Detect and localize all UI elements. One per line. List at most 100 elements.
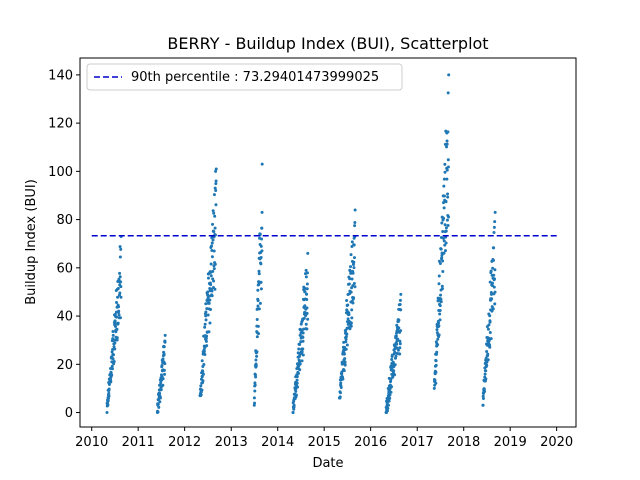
data-point xyxy=(443,223,447,227)
data-point xyxy=(257,307,261,311)
data-point xyxy=(436,343,440,347)
data-point xyxy=(295,378,299,382)
data-point xyxy=(398,298,402,302)
data-point xyxy=(254,364,258,368)
data-point xyxy=(445,168,449,172)
data-point xyxy=(204,337,208,341)
data-point xyxy=(488,320,492,324)
data-point xyxy=(437,321,441,325)
data-point xyxy=(305,327,309,331)
data-point xyxy=(349,324,353,328)
data-point xyxy=(343,363,347,367)
data-point xyxy=(203,322,207,326)
data-point xyxy=(118,271,122,275)
data-point xyxy=(158,391,162,395)
data-point xyxy=(259,287,263,291)
plot-area-frame xyxy=(79,57,577,428)
data-point xyxy=(107,391,111,395)
data-point xyxy=(442,206,446,210)
data-point xyxy=(163,340,167,344)
x-tick-label: 2016 xyxy=(354,435,387,450)
data-point xyxy=(353,220,357,224)
data-point xyxy=(398,342,402,346)
data-point xyxy=(444,241,448,245)
data-point xyxy=(349,290,353,294)
data-point xyxy=(303,290,307,294)
data-point xyxy=(199,393,203,397)
data-point xyxy=(205,334,209,338)
data-point xyxy=(482,387,486,391)
data-point xyxy=(350,240,354,244)
data-point xyxy=(253,401,257,405)
data-point xyxy=(484,356,488,360)
data-point xyxy=(258,232,262,236)
data-point xyxy=(344,335,348,339)
data-point xyxy=(105,411,109,415)
data-point xyxy=(493,290,497,294)
data-point xyxy=(488,314,492,318)
data-point xyxy=(439,247,443,251)
data-point xyxy=(444,226,448,230)
data-point xyxy=(112,362,116,366)
data-point xyxy=(441,236,445,240)
data-point xyxy=(399,329,403,333)
data-point xyxy=(444,249,448,253)
data-point xyxy=(438,312,442,316)
data-point xyxy=(207,330,211,334)
data-point xyxy=(306,271,309,275)
data-point xyxy=(213,214,217,218)
data-point xyxy=(348,327,352,331)
x-tick-label: 2015 xyxy=(308,435,341,450)
data-point xyxy=(305,282,309,286)
data-point xyxy=(119,280,123,284)
data-point xyxy=(484,377,488,381)
data-point xyxy=(445,139,449,143)
data-point xyxy=(444,229,448,233)
data-point xyxy=(435,328,439,332)
data-point xyxy=(199,384,203,388)
data-point xyxy=(214,167,218,171)
data-point xyxy=(352,260,356,264)
data-point xyxy=(256,332,260,336)
data-point xyxy=(398,303,402,307)
data-point xyxy=(493,210,497,214)
data-point xyxy=(201,370,205,374)
data-point xyxy=(252,396,256,400)
data-point xyxy=(206,276,210,280)
data-point xyxy=(206,290,210,294)
data-point xyxy=(446,91,450,95)
data-point xyxy=(118,245,122,249)
data-point xyxy=(387,399,391,403)
data-point xyxy=(343,357,347,361)
data-point xyxy=(437,259,441,263)
data-point xyxy=(345,298,349,302)
data-point xyxy=(352,266,356,270)
data-point xyxy=(344,329,348,333)
data-point xyxy=(159,381,163,385)
data-point xyxy=(116,295,120,299)
data-point xyxy=(214,203,218,207)
data-point xyxy=(446,195,450,199)
data-point xyxy=(201,379,205,383)
data-point xyxy=(291,411,295,415)
data-point xyxy=(214,182,218,186)
data-point xyxy=(111,357,115,361)
data-point xyxy=(256,304,260,308)
data-point xyxy=(212,230,216,234)
data-point xyxy=(445,145,449,149)
data-point xyxy=(110,350,114,354)
data-point xyxy=(345,343,349,347)
data-point xyxy=(210,294,214,298)
data-point xyxy=(443,243,447,247)
data-point xyxy=(114,325,118,329)
data-point xyxy=(434,363,438,367)
data-point xyxy=(163,362,167,366)
data-point xyxy=(347,282,351,286)
data-point xyxy=(447,73,451,77)
data-point xyxy=(211,269,215,273)
data-point xyxy=(485,363,489,367)
data-point xyxy=(259,256,263,260)
data-point xyxy=(440,256,444,260)
data-point xyxy=(204,339,208,343)
y-tick-label: 20 xyxy=(56,358,73,373)
